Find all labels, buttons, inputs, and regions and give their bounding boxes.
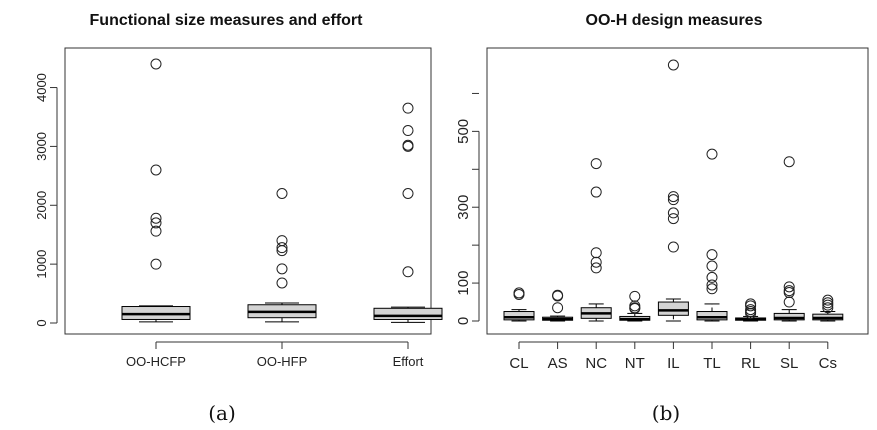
y-tick-label: 4000 — [34, 73, 49, 102]
outlier-point — [783, 156, 795, 168]
outlier-point — [629, 302, 641, 314]
x-axis-b: CL AS NC NT IL TL RL SL Cs — [509, 341, 837, 372]
outlier-point — [590, 158, 602, 170]
outlier-point — [822, 302, 834, 314]
outlier-point — [590, 186, 602, 198]
outlier-point — [150, 225, 162, 237]
y-tick-label: 100 — [455, 271, 472, 296]
y-tick-label: 2000 — [34, 191, 49, 220]
outlier-point — [667, 207, 679, 219]
outlier-point — [783, 281, 795, 293]
outlier-point — [745, 298, 757, 310]
outlier-point — [276, 188, 288, 199]
outlier-point — [552, 289, 564, 301]
outlier-point — [276, 277, 288, 289]
chart-title-a: Functional size measures and effort — [90, 12, 364, 29]
box-CL — [503, 311, 535, 321]
y-axis-b: 0 100 300 500 — [455, 92, 480, 325]
box-IL — [657, 301, 689, 316]
outlier-point — [276, 235, 288, 247]
outlier-point — [667, 59, 679, 71]
x-tick-label: AS — [548, 355, 568, 372]
outlier-point — [706, 249, 718, 261]
x-tick-label: SL — [780, 355, 798, 372]
x-tick-label: RL — [741, 355, 760, 372]
caption-a: (a) — [208, 401, 236, 425]
outlier-point — [276, 263, 288, 275]
panel-a: Functional size measures and effort 0 100… — [34, 12, 443, 425]
outlier-point — [150, 258, 162, 270]
box-Effort — [373, 307, 443, 320]
x-tick-label: NT — [625, 355, 645, 372]
outlier-point — [150, 58, 162, 70]
outlier-point — [590, 262, 602, 274]
y-tick-label: 0 — [34, 319, 49, 326]
x-tick-label: Cs — [819, 355, 837, 372]
x-tick-label: Effort — [393, 354, 424, 369]
caption-b: (b) — [652, 401, 680, 425]
boxes-b — [503, 59, 844, 322]
outlier-point — [706, 271, 718, 283]
outlier-point — [706, 260, 718, 272]
outlier-point — [667, 241, 679, 253]
outlier-point — [629, 290, 641, 302]
outlier-point — [402, 188, 414, 199]
outlier-point — [783, 296, 795, 308]
y-tick-label: 0 — [455, 317, 472, 325]
box-TL — [696, 311, 728, 321]
y-tick-label: 300 — [455, 195, 472, 220]
outlier-point — [706, 283, 718, 295]
outlier-point — [667, 213, 679, 225]
outlier-point — [822, 294, 834, 306]
x-tick-label: NC — [585, 355, 607, 372]
box-SL — [773, 312, 805, 321]
outlier-point — [552, 302, 564, 314]
outlier-point — [667, 191, 679, 203]
outlier-point — [402, 139, 414, 151]
outlier-point — [590, 247, 602, 259]
boxes-a — [121, 58, 443, 323]
y-tick-label: 1000 — [34, 250, 49, 279]
panel-b: OO-H design measures 0 100 300 500 CL AS NC NT… — [455, 12, 869, 425]
plot-frame-b — [486, 47, 869, 335]
x-tick-label: OO-HFP — [257, 354, 308, 369]
outlier-point — [667, 194, 679, 206]
outlier-point — [150, 217, 162, 229]
outlier-point — [629, 300, 641, 312]
outlier-point — [276, 242, 288, 254]
x-axis-a: OO-HCFP OO-HFP Effort — [126, 341, 424, 369]
outlier-point — [150, 164, 162, 176]
outlier-point — [706, 148, 718, 160]
outlier-point — [402, 266, 414, 278]
outlier-point — [590, 256, 602, 268]
x-tick-label: OO-HCFP — [126, 354, 186, 369]
outlier-point — [513, 287, 525, 299]
x-tick-label: IL — [667, 355, 680, 372]
outlier-point — [552, 290, 564, 302]
outlier-point — [706, 279, 718, 291]
chart-title-b: OO-H design measures — [586, 12, 763, 29]
outlier-point — [402, 102, 414, 114]
y-tick-label: 3000 — [34, 132, 49, 161]
y-tick-label: 500 — [455, 119, 472, 144]
outlier-point — [150, 212, 162, 224]
x-tick-label: TL — [703, 355, 721, 372]
outlier-point — [822, 297, 834, 309]
outlier-point — [783, 285, 795, 297]
outlier-point — [745, 304, 757, 316]
plot-frame-a — [64, 47, 432, 335]
y-axis-a: 0 1000 2000 3000 4000 — [34, 73, 58, 327]
outlier-point — [402, 125, 414, 137]
x-tick-label: CL — [509, 355, 528, 372]
